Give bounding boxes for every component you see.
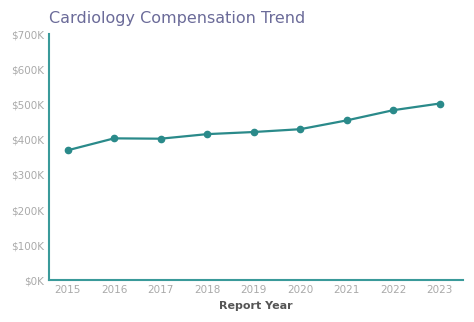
X-axis label: Report Year: Report Year bbox=[219, 301, 293, 311]
Text: Cardiology Compensation Trend: Cardiology Compensation Trend bbox=[49, 11, 305, 26]
